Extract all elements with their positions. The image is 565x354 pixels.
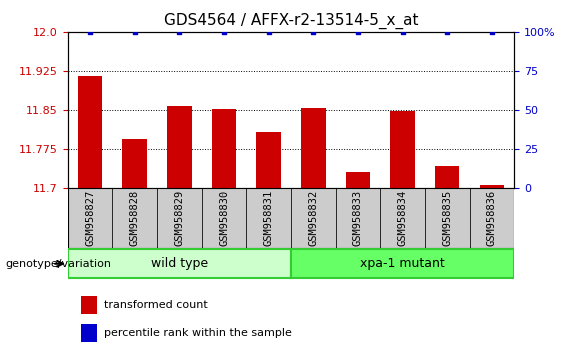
Bar xyxy=(68,249,291,278)
Bar xyxy=(291,249,514,278)
Bar xyxy=(380,188,425,248)
Title: GDS4564 / AFFX-r2-13514-5_x_at: GDS4564 / AFFX-r2-13514-5_x_at xyxy=(164,13,418,29)
Bar xyxy=(346,172,370,188)
Text: GSM958835: GSM958835 xyxy=(442,189,452,246)
Text: GSM958830: GSM958830 xyxy=(219,189,229,246)
Bar xyxy=(212,109,236,188)
Text: GSM958834: GSM958834 xyxy=(398,189,407,246)
Bar xyxy=(246,188,291,248)
Bar xyxy=(301,108,325,188)
Text: wild type: wild type xyxy=(151,257,208,270)
Bar xyxy=(480,185,504,188)
Point xyxy=(354,29,363,35)
Bar xyxy=(123,139,147,188)
Text: genotype/variation: genotype/variation xyxy=(6,259,112,269)
Point xyxy=(85,29,94,35)
Text: xpa-1 mutant: xpa-1 mutant xyxy=(360,257,445,270)
Text: GSM958836: GSM958836 xyxy=(487,189,497,246)
Point xyxy=(264,29,273,35)
Text: GSM958832: GSM958832 xyxy=(308,189,318,246)
Bar xyxy=(167,106,192,188)
Point xyxy=(487,29,496,35)
Bar xyxy=(68,188,112,248)
Bar xyxy=(291,188,336,248)
Text: percentile rank within the sample: percentile rank within the sample xyxy=(103,328,292,338)
Bar xyxy=(157,188,202,248)
Bar xyxy=(112,188,157,248)
Point xyxy=(175,29,184,35)
Bar xyxy=(470,188,514,248)
Bar xyxy=(81,324,97,342)
Bar xyxy=(435,166,459,188)
Point xyxy=(398,29,407,35)
Point xyxy=(130,29,139,35)
Point xyxy=(308,29,318,35)
Point xyxy=(443,29,452,35)
Bar xyxy=(81,296,97,314)
Text: GSM958833: GSM958833 xyxy=(353,189,363,246)
Bar xyxy=(425,188,470,248)
Bar xyxy=(202,188,246,248)
Point xyxy=(219,29,228,35)
Text: GSM958831: GSM958831 xyxy=(264,189,273,246)
Bar xyxy=(390,111,415,188)
Bar xyxy=(257,132,281,188)
Bar xyxy=(78,76,102,188)
Text: GSM958828: GSM958828 xyxy=(130,189,140,246)
Bar xyxy=(336,188,380,248)
Text: GSM958827: GSM958827 xyxy=(85,189,95,246)
Text: transformed count: transformed count xyxy=(103,299,207,310)
Text: GSM958829: GSM958829 xyxy=(175,189,184,246)
